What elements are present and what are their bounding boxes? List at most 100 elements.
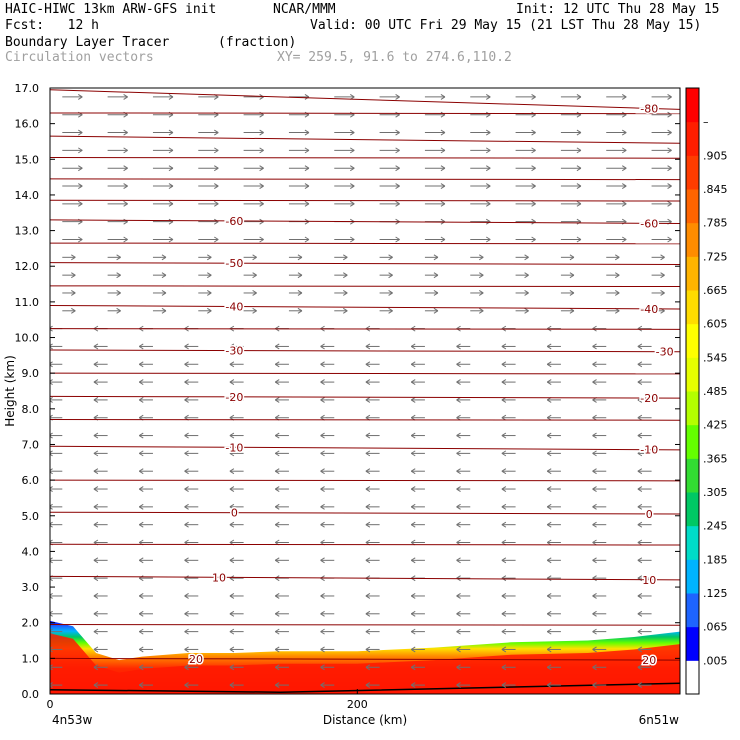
wind-vector <box>606 93 627 100</box>
wind-vector <box>410 503 425 510</box>
vector-head <box>71 290 76 294</box>
vector-head <box>592 346 597 350</box>
contour-line <box>50 575 680 581</box>
contour-line <box>50 372 680 375</box>
wind-vector <box>274 396 289 403</box>
wind-vector <box>107 165 128 172</box>
wind-vector <box>592 521 607 528</box>
vector-head <box>592 664 597 668</box>
wind-vector <box>244 77 264 82</box>
vector-head <box>410 346 416 350</box>
vector-head <box>214 147 219 151</box>
vector-head <box>388 274 393 279</box>
terrain-line <box>50 682 680 693</box>
wind-vector <box>592 664 607 671</box>
vector-head <box>207 292 212 296</box>
y-axis-title: Height (km) <box>3 355 17 426</box>
vector-head <box>138 631 144 635</box>
vector-head <box>78 132 83 136</box>
vector-head <box>667 132 672 136</box>
vector-head <box>297 274 303 279</box>
wind-vector <box>546 610 561 617</box>
vector-head <box>71 292 76 296</box>
vector-head <box>395 129 400 133</box>
vector-head <box>485 218 491 223</box>
vector-head <box>320 557 325 561</box>
vector-head <box>161 274 167 279</box>
y-tick-label: 14.0 <box>15 189 40 202</box>
vector-head <box>667 93 672 98</box>
vector-head <box>78 165 83 169</box>
wind-vector <box>516 77 536 82</box>
vectors-label: Circulation vectors <box>5 50 154 65</box>
vector-head <box>410 361 416 365</box>
wind-vector <box>501 450 516 457</box>
wind-vector <box>365 557 380 564</box>
wind-vector <box>546 343 561 350</box>
vector-head <box>207 272 212 276</box>
wind-vector <box>289 77 309 82</box>
vector-head <box>252 292 257 296</box>
vector-head <box>123 167 128 172</box>
vector-head <box>350 77 354 80</box>
wind-vector <box>243 183 264 189</box>
wind-vector <box>651 183 672 189</box>
wind-vector <box>410 646 425 653</box>
vector-head <box>93 521 99 526</box>
wind-vector <box>229 575 244 582</box>
vector-head <box>274 539 280 543</box>
vector-head <box>592 666 597 671</box>
vector-head <box>252 307 257 312</box>
vector-head <box>229 628 235 633</box>
vector-head <box>184 521 189 526</box>
vector-head <box>123 147 128 151</box>
vector-head <box>184 381 189 386</box>
wind-vector <box>637 361 652 368</box>
vector-head <box>274 577 280 582</box>
wind-vector <box>637 432 652 439</box>
vector-head <box>93 432 99 436</box>
vector-head <box>229 559 235 564</box>
wind-vector <box>592 682 607 689</box>
wind-vector <box>501 379 516 386</box>
colorbar-swatch <box>686 256 699 291</box>
wind-vector <box>501 343 516 350</box>
vector-head <box>50 343 53 347</box>
vector-head <box>123 165 128 169</box>
vector-head <box>168 185 174 189</box>
wind-vector <box>410 486 425 492</box>
vector-head <box>456 363 461 368</box>
vector-head <box>50 610 53 614</box>
vector-head <box>304 149 310 154</box>
vector-head <box>274 432 280 436</box>
plot-frame <box>49 87 681 695</box>
vector-head <box>274 486 280 490</box>
vector-head <box>229 613 235 617</box>
wind-vector <box>379 93 400 100</box>
vector-head <box>501 557 507 561</box>
vector-head <box>365 682 371 686</box>
vector-head <box>50 453 53 457</box>
vector-head <box>637 361 643 365</box>
wind-vector <box>288 200 310 207</box>
vector-head <box>501 613 507 617</box>
vector-head <box>546 399 552 403</box>
wind-vector <box>274 664 289 671</box>
vector-head <box>169 77 173 80</box>
wind-vector <box>62 129 83 136</box>
vector-head <box>50 593 53 596</box>
vector-head <box>531 165 536 169</box>
vector-head <box>592 435 597 439</box>
vector-head <box>214 77 218 80</box>
wind-vector <box>138 450 153 457</box>
wind-vector <box>152 236 174 243</box>
vector-head <box>433 310 439 314</box>
vector-head <box>410 379 416 383</box>
vector-head <box>123 132 128 136</box>
vector-head <box>501 593 507 597</box>
vector-head <box>274 521 280 526</box>
vector-head <box>259 239 264 243</box>
vector-head <box>660 290 665 294</box>
vector-head <box>184 631 189 635</box>
vector-head <box>50 471 53 475</box>
